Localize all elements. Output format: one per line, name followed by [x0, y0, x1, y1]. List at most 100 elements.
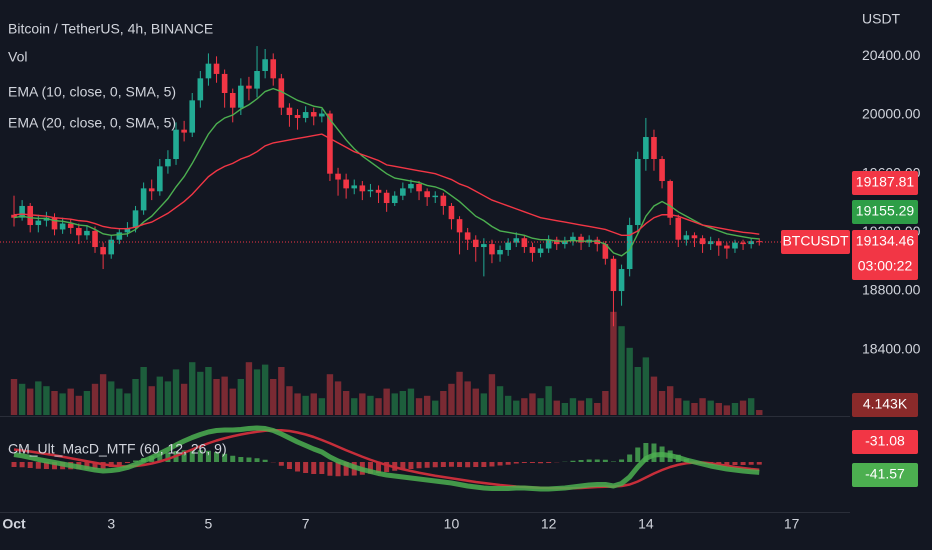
candle-body: [481, 244, 487, 248]
macd-histogram-bar: [124, 462, 130, 463]
volume-bar: [180, 383, 188, 415]
candle-body: [310, 112, 317, 117]
macd-histogram-bar: [303, 462, 309, 473]
macd-histogram-bar: [481, 462, 487, 467]
volume-bar: [521, 398, 528, 415]
chart-title: Bitcoin / TetherUS, 4h, BINANCE: [8, 21, 213, 37]
candle-body: [408, 183, 414, 189]
candle-body: [724, 245, 730, 249]
symbol-label-bg: [781, 230, 850, 254]
candle-body: [294, 115, 301, 118]
y-tick-label: 18800.00: [862, 282, 921, 298]
candle-body: [181, 129, 187, 133]
macd-histogram-bar: [610, 461, 616, 462]
volume-bar: [432, 400, 439, 415]
legend-ema20: EMA (20, close, 0, SMA, 5): [8, 115, 176, 131]
price-currency: USDT: [862, 11, 901, 27]
macd-histogram-bar: [222, 453, 228, 462]
volume-bar: [610, 311, 617, 415]
candle-body: [578, 236, 584, 243]
macd-histogram-bar: [189, 450, 195, 462]
ema10-label-text: 19155.29: [856, 203, 915, 219]
macd-histogram-bar: [214, 452, 220, 462]
macd-histogram-bar: [246, 457, 252, 462]
volume-bar: [529, 393, 536, 415]
x-tick-label: 3: [107, 516, 115, 532]
volume-bar: [245, 362, 253, 415]
volume-bar: [221, 376, 228, 415]
volume-bar: [302, 395, 309, 415]
volume-bar: [504, 395, 512, 415]
macd-histogram-bar: [489, 462, 495, 467]
candle-body: [238, 85, 244, 108]
candle-body: [391, 195, 398, 204]
volume-bar: [399, 391, 407, 415]
candle-body: [699, 238, 706, 245]
macd-histogram-bar: [165, 452, 171, 462]
macd-histogram-bar: [578, 460, 584, 462]
candle-body: [84, 230, 90, 236]
volume-bar: [99, 374, 107, 415]
volume-bar: [237, 379, 245, 415]
volume-bar: [407, 388, 415, 415]
candle-body: [505, 242, 511, 250]
candle-body: [448, 205, 455, 220]
volume-bar: [359, 393, 366, 415]
volume-bar: [261, 364, 269, 415]
candle-body: [732, 242, 738, 249]
candle-body: [197, 78, 204, 101]
countdown-text: 03:00:22: [858, 258, 913, 274]
candle-body: [707, 241, 714, 245]
volume-bar: [464, 381, 471, 415]
volume-bar: [707, 400, 714, 415]
volume-bar: [213, 379, 220, 415]
volume-bar: [561, 403, 569, 415]
volume-bar: [334, 381, 342, 415]
macd-histogram-bar: [295, 462, 301, 472]
macd-histogram-bar: [521, 462, 527, 463]
volume-bar: [116, 388, 123, 415]
candle-body: [278, 78, 285, 108]
macd-histogram-bar: [311, 462, 317, 474]
x-tick-label: 17: [784, 516, 800, 532]
volume-bar: [124, 393, 131, 415]
volume-bar: [691, 403, 698, 415]
legend-volume: Vol: [8, 49, 27, 65]
macd-histogram-bar: [367, 462, 373, 474]
volume-label-bg: [852, 393, 918, 417]
candle-body: [351, 185, 358, 189]
volume-bar: [747, 398, 755, 415]
volume-bar: [731, 403, 739, 415]
macd-histogram-bar: [197, 450, 203, 462]
macd-histogram-bar: [440, 462, 446, 467]
candle-body: [286, 107, 293, 116]
volume-bar: [326, 374, 334, 415]
volume-bar: [456, 371, 463, 415]
volume-bar: [537, 398, 544, 415]
volume-bar: [35, 381, 42, 415]
volume-bar: [318, 398, 326, 415]
candle-body: [76, 227, 82, 236]
volume-bar: [723, 405, 731, 415]
volume-bar: [351, 398, 358, 415]
candle-body: [634, 159, 641, 226]
volume-label-text: 4.143K: [863, 396, 908, 412]
candle-body: [140, 188, 147, 211]
candle-body: [213, 63, 220, 74]
candle-body: [27, 205, 34, 226]
volume-bar: [634, 367, 641, 415]
candle-body: [51, 217, 58, 230]
volume-bar: [602, 391, 609, 415]
candle-body: [416, 183, 422, 192]
macd-histogram-bar: [724, 462, 730, 466]
volume-bar: [140, 367, 147, 415]
macd-histogram-bar: [35, 462, 41, 469]
volume-bar: [675, 398, 682, 415]
macd-histogram-bar: [254, 458, 260, 462]
volume-bar: [278, 367, 285, 415]
volume-bar: [59, 393, 66, 415]
candle-body: [715, 241, 722, 246]
macd-histogram-bar: [327, 462, 333, 476]
volume-bar: [626, 347, 633, 415]
signal-label-bg: [852, 430, 918, 454]
